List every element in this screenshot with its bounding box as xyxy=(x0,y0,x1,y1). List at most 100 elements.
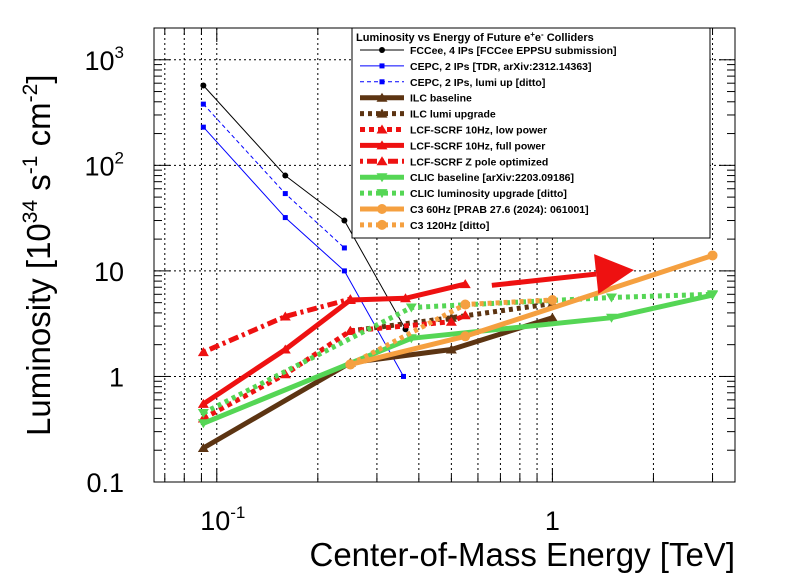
annotation-layer xyxy=(491,254,634,294)
data-point xyxy=(606,293,618,303)
legend-entry: ILC baseline xyxy=(360,92,472,105)
legend-entry: CLIC luminosity upgrade [ditto] xyxy=(360,188,567,200)
data-point xyxy=(200,82,207,89)
data-point xyxy=(282,191,288,197)
legend-entry: C3 60Hz [PRAB 27.6 (2024): 061001] xyxy=(360,204,589,216)
x-axis-title: Center-of-Mass Energy [TeV] xyxy=(310,536,736,573)
legend-title-part: Colliders xyxy=(544,32,594,44)
data-point xyxy=(344,325,356,335)
legend-title-sup: - xyxy=(541,30,544,39)
legend-label: LCF-SCRF 10Hz, full power xyxy=(410,140,545,152)
legend-label: CLIC luminosity upgrade [ditto] xyxy=(410,188,567,200)
data-point xyxy=(197,409,209,419)
series-7 xyxy=(197,294,356,357)
legend-title-part: e xyxy=(535,32,541,44)
data-point xyxy=(445,316,457,326)
y-axis-title: Luminosity [1034 s-1 cm-2] xyxy=(19,74,57,436)
data-point xyxy=(344,294,356,304)
series-line xyxy=(203,85,406,330)
legend-swatch-marker xyxy=(376,124,388,134)
arrow-shaft xyxy=(491,271,597,288)
data-point xyxy=(460,299,471,310)
y-tick-label-exp: 3 xyxy=(115,43,124,62)
legend-label: ILC lumi upgrade xyxy=(410,109,496,121)
series-9 xyxy=(197,290,719,419)
y-tick-label: 103 xyxy=(84,43,124,76)
legend-label: LCF-SCRF Z pole optimized xyxy=(410,156,548,168)
legend-label: CEPC, 2 IPs, lumi up [ditto] xyxy=(410,77,545,89)
series-line xyxy=(203,126,404,377)
legend-box xyxy=(351,27,711,239)
legend-swatch-marker xyxy=(376,173,388,183)
legend-label: FCCee, 4 IPs [FCCee EPPSU submission] xyxy=(410,45,617,57)
data-point xyxy=(445,344,457,354)
series-0 xyxy=(200,82,409,333)
data-point xyxy=(400,293,412,303)
data-point xyxy=(341,217,348,224)
legend-swatch-marker xyxy=(377,204,387,214)
data-point xyxy=(197,419,209,429)
y-tick-label-base: 10 xyxy=(84,46,114,76)
legend-swatch-marker xyxy=(376,156,388,166)
x-tick-label-exp: -1 xyxy=(230,503,245,522)
y-axis-title-sup: -1 xyxy=(19,156,42,175)
y-tick-label: 102 xyxy=(84,148,124,181)
legend-entry: CEPC, 2 IPs [TDR, arXiv:2312.14363] xyxy=(360,61,592,73)
series-11 xyxy=(345,294,558,370)
series-1 xyxy=(200,124,406,379)
data-point xyxy=(400,373,406,379)
series-2 xyxy=(200,101,347,251)
legend-swatch-marker xyxy=(376,140,388,150)
data-point xyxy=(279,344,291,354)
legend-entry: LCF-SCRF 10Hz, low power xyxy=(360,124,547,137)
series-line xyxy=(202,296,351,355)
legend-swatch-marker xyxy=(376,189,388,199)
series-line xyxy=(202,315,554,451)
y-axis-title-part: Luminosity [10 xyxy=(20,223,57,436)
data-point xyxy=(200,124,206,130)
data-point xyxy=(707,290,719,300)
data-point xyxy=(606,313,618,323)
legend-label: CEPC, 2 IPs [TDR, arXiv:2312.14363] xyxy=(410,61,592,73)
legend-title: Luminosity vs Energy of Future e+e- Coll… xyxy=(356,30,594,44)
data-point xyxy=(547,294,558,305)
axis-ticks xyxy=(154,27,735,483)
data-point xyxy=(707,250,718,261)
y-axis-title-part: ] xyxy=(20,74,57,83)
y-tick-label: 0.1 xyxy=(86,468,124,498)
legend-label: LCF-SCRF 10Hz, low power xyxy=(410,125,547,137)
legend: Luminosity vs Energy of Future e+e- Coll… xyxy=(351,27,711,239)
legend-entry: CEPC, 2 IPs, lumi up [ditto] xyxy=(360,77,545,89)
data-point xyxy=(200,101,206,107)
series-line xyxy=(349,301,553,334)
legend-swatch-marker xyxy=(379,47,385,53)
y-axis-title-sup: 34 xyxy=(19,200,42,224)
data-point xyxy=(459,310,471,320)
legend-entry: CLIC baseline [arXiv:2203.09186] xyxy=(360,172,574,184)
y-axis-title-part: cm xyxy=(20,102,57,155)
legend-label: CLIC baseline [arXiv:2203.09186] xyxy=(410,172,574,184)
legend-label: C3 120Hz [ditto] xyxy=(410,220,489,232)
legend-swatch-marker xyxy=(379,63,385,69)
x-tick-label: 10-1 xyxy=(200,503,245,536)
data-point xyxy=(341,245,347,251)
data-point xyxy=(197,398,209,408)
y-axis-title-sup: -2 xyxy=(19,84,42,103)
y-tick-label: 10 xyxy=(94,257,124,287)
data-point xyxy=(459,279,471,289)
legend-title-part: Luminosity vs Energy of Future e xyxy=(356,32,530,44)
data-point xyxy=(405,303,417,313)
series-layer xyxy=(197,82,719,452)
data-point xyxy=(546,312,558,322)
data-point xyxy=(282,215,288,221)
data-point xyxy=(341,268,347,274)
y-tick-label: 1 xyxy=(109,362,124,392)
legend-label: C3 60Hz [PRAB 27.6 (2024): 061001] xyxy=(410,204,589,216)
legend-entry: LCF-SCRF Z pole optimized xyxy=(360,156,548,168)
data-point xyxy=(197,347,209,357)
data-point xyxy=(282,172,289,179)
legend-entry: C3 120Hz [ditto] xyxy=(360,219,489,232)
data-point xyxy=(345,359,356,370)
y-axis-title-part: s xyxy=(20,174,57,200)
